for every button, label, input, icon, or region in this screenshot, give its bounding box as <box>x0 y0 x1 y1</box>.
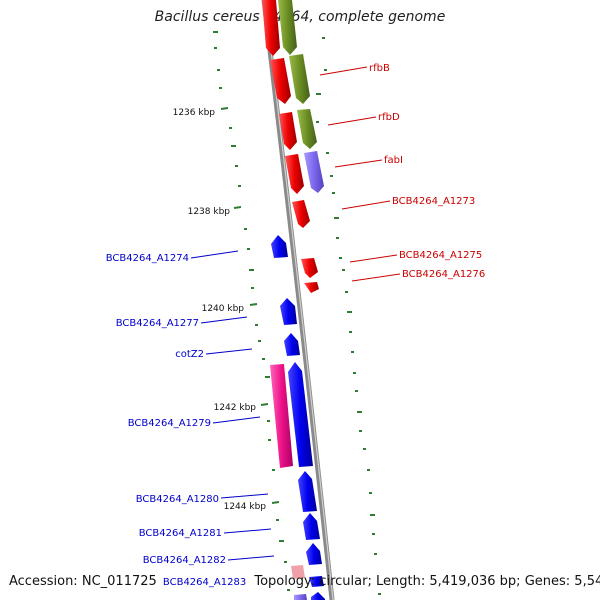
gene-arrow-reverse[interactable] <box>288 362 313 467</box>
topology-label: Topology: <box>254 574 316 589</box>
gene-label-BCB4264_A1275[interactable]: BCB4264_A1275 <box>399 250 482 261</box>
gene-label-BCB4264_A1279[interactable]: BCB4264_A1279 <box>128 418 211 429</box>
accession-label: Accession: <box>9 574 78 589</box>
gene-arrow-forward[interactable] <box>279 112 297 150</box>
label-leader-line <box>319 66 368 76</box>
label-leader-line <box>200 316 248 324</box>
gene-arrow-reverse[interactable] <box>280 298 297 325</box>
title-suffix: , complete genome <box>309 9 446 25</box>
genome-summary: Accession: NC_011725 BCB4264_A1283 Topol… <box>9 574 600 589</box>
kbp-scale: 1236 kbp 1238 kbp 1240 kbp 1242 kbp 1244… <box>173 107 280 512</box>
gene-arrow-reverse[interactable] <box>303 513 320 540</box>
accession-value: NC_011725 <box>81 574 157 589</box>
kbp-tick-label: 1236 kbp <box>173 108 216 118</box>
length-value: 5,419,036 bp <box>429 574 517 589</box>
gene-arrow-forward[interactable] <box>262 0 280 56</box>
gene-label-rfbD[interactable]: rfbD <box>378 112 400 123</box>
gene-arrow-forward[interactable] <box>270 58 291 104</box>
gene-arrow-forward[interactable] <box>285 154 304 194</box>
label-leader-line <box>327 116 377 126</box>
label-leader-line <box>212 416 261 424</box>
kbp-tick-label: 1242 kbp <box>214 403 257 413</box>
reverse-gene-labels: BCB4264_A1274 BCB4264_A1277 cotZ2 BCB426… <box>106 250 275 566</box>
label-leader-line <box>334 159 383 168</box>
length-label: Length: <box>375 574 426 589</box>
label-leader-line <box>220 493 269 499</box>
label-leader-line <box>223 528 272 534</box>
gene-arrow-olive[interactable] <box>278 0 297 55</box>
label-leader-line <box>351 273 401 282</box>
kbp-tick-mark <box>220 107 229 110</box>
gene-arrow-olive[interactable] <box>289 54 310 104</box>
gene-arrow-purple-partial[interactable] <box>294 594 307 600</box>
gene-label-BCB4264_A1281[interactable]: BCB4264_A1281 <box>139 528 222 539</box>
kbp-tick-mark <box>260 403 269 406</box>
genome-backbone <box>261 0 335 600</box>
kbp-tick-mark <box>249 303 258 306</box>
gene-label-BCB4264_A1282[interactable]: BCB4264_A1282 <box>143 555 226 566</box>
gc-content-track <box>213 31 381 595</box>
kbp-tick-label: 1240 kbp <box>202 304 245 314</box>
gene-arrow-forward[interactable] <box>301 258 318 278</box>
label-leader-line <box>205 348 253 355</box>
kbp-tick-mark <box>271 501 280 504</box>
label-leader-line <box>190 250 239 259</box>
gene-label-BCB4264_A1274[interactable]: BCB4264_A1274 <box>106 253 189 264</box>
gene-arrow-forward[interactable] <box>304 282 319 293</box>
gene-label-fabI[interactable]: fabI <box>384 155 403 166</box>
gene-arrow-reverse[interactable] <box>284 333 300 356</box>
genes-label: Genes: <box>524 574 571 589</box>
gene-arrow-forward[interactable] <box>292 200 310 228</box>
kbp-tick-label: 1244 kbp <box>224 502 267 512</box>
gene-arrow-reverse[interactable] <box>309 576 324 587</box>
gene-arrow-olive[interactable] <box>297 109 317 149</box>
forward-gene-labels: rfbB rfbD fabI BCB4264_A1273 BCB4264_A12… <box>319 63 485 282</box>
label-leader-line <box>341 200 391 210</box>
kbp-tick-label: 1238 kbp <box>188 207 231 217</box>
gene-label-BCB4264_A1280[interactable]: BCB4264_A1280 <box>136 494 219 505</box>
forward-strand-features <box>262 0 324 293</box>
gene-arrow-reverse[interactable] <box>271 235 288 258</box>
gene-arrow-purple[interactable] <box>304 151 324 193</box>
topology-value: circular <box>319 574 368 589</box>
gene-label-BCB4264_A1273[interactable]: BCB4264_A1273 <box>392 196 475 207</box>
reverse-strand-features <box>270 235 325 600</box>
gene-arrow-reverse[interactable] <box>298 471 317 512</box>
overlap-gene-label[interactable]: BCB4264_A1283 <box>162 577 247 588</box>
gene-label-rfbB[interactable]: rfbB <box>369 63 390 74</box>
label-leader-line <box>349 254 398 263</box>
gene-arrow-reverse[interactable] <box>311 592 325 600</box>
genes-value: 5,547 <box>574 574 600 589</box>
gene-arrow-pink[interactable] <box>270 364 293 468</box>
gene-arrow-pink-partial[interactable] <box>291 565 305 579</box>
gene-arrow-reverse[interactable] <box>306 543 322 565</box>
kbp-tick-mark <box>233 206 242 209</box>
gene-label-BCB4264_A1277[interactable]: BCB4264_A1277 <box>116 318 199 329</box>
label-leader-line <box>227 555 275 561</box>
gene-label-BCB4264_A1276[interactable]: BCB4264_A1276 <box>402 269 485 280</box>
gene-label-cotZ2[interactable]: cotZ2 <box>175 349 204 360</box>
